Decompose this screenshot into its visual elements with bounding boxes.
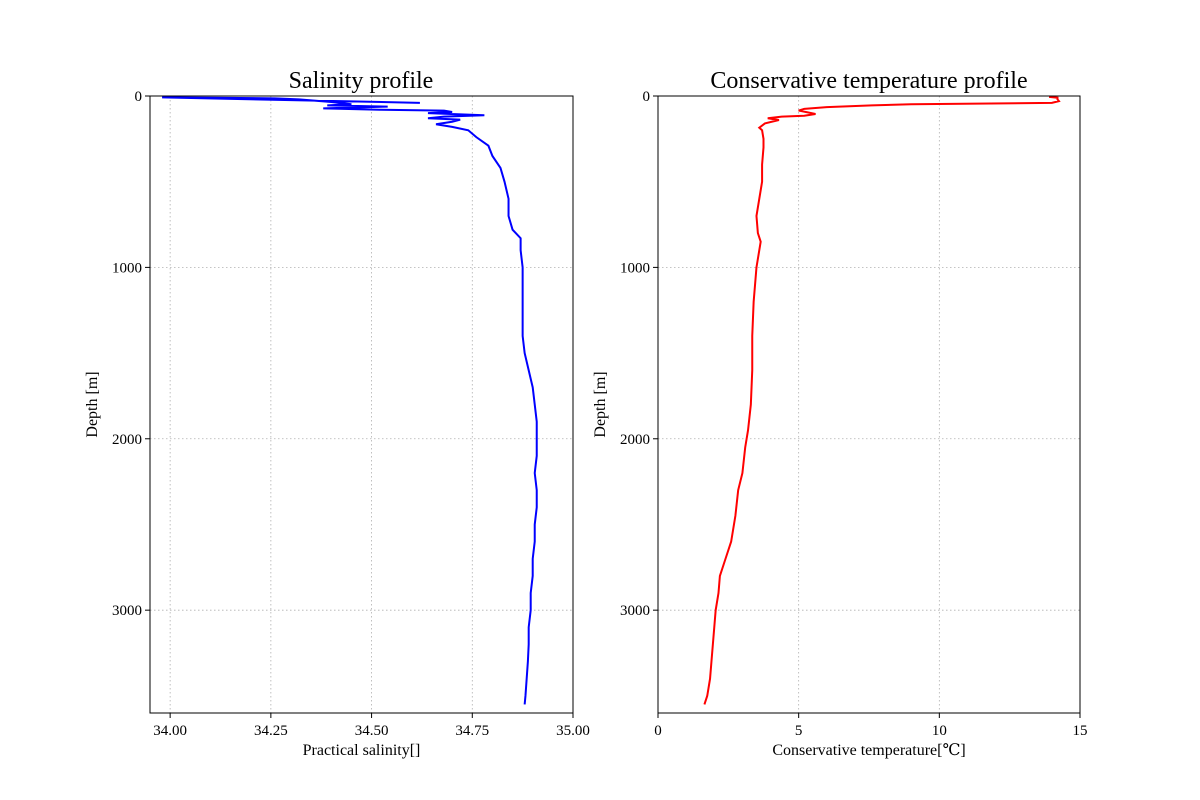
temperature-chart-title: Conservative temperature profile	[710, 68, 1027, 94]
salinity-y-tick-label: 0	[135, 89, 143, 105]
salinity-x-tick-label: 34.25	[254, 723, 288, 739]
temperature-y-tick-label: 1000	[620, 260, 650, 276]
temperature-x-axis-label: Conservative temperature[℃]	[772, 742, 965, 759]
salinity-y-tick-label: 1000	[112, 260, 142, 276]
temperature-y-tick-label: 2000	[620, 432, 650, 448]
salinity-ticks: 34.00 34.25 34.50 34.75 35.00 0 1000 2000 3000	[112, 89, 590, 739]
temperature-y-axis-label: Depth [m]	[592, 371, 609, 437]
salinity-y-axis-label: Depth [m]	[84, 371, 101, 437]
salinity-x-tick-label: 34.75	[455, 723, 489, 739]
salinity-x-tick-label: 34.50	[355, 723, 389, 739]
salinity-chart-title: Salinity profile	[289, 68, 434, 94]
salinity-x-axis-label: Practical salinity[]	[303, 742, 421, 759]
temperature-line	[703, 95, 1061, 705]
salinity-panel: Salinity profile 34.00 34.25 34.50 34.75 35.…	[84, 68, 590, 759]
salinity-plot-frame	[149, 95, 574, 714]
temperature-x-tick-label: 0	[654, 723, 662, 739]
temperature-x-tick-label: 15	[1073, 723, 1088, 739]
salinity-y-tick-label: 2000	[112, 432, 142, 448]
temperature-x-tick-label: 10	[932, 723, 947, 739]
temperature-plot-frame	[657, 95, 1081, 714]
temperature-x-tick-label: 5	[795, 723, 803, 739]
salinity-y-tick-label: 3000	[112, 603, 142, 619]
temperature-panel: Conservative temperature profile 0 5 10 150…	[592, 68, 1088, 759]
temperature-grid	[657, 95, 1081, 713]
salinity-x-tick-label: 35.00	[556, 723, 590, 739]
salinity-x-tick-label: 34.00	[153, 723, 187, 739]
temperature-y-tick-label: 0	[643, 89, 651, 105]
salinity-line	[162, 96, 538, 705]
temperature-y-tick-label: 3000	[620, 603, 650, 619]
temperature-ticks: 0 5 10 15 0 1000 2000 3000	[620, 89, 1088, 739]
salinity-grid	[150, 95, 574, 713]
